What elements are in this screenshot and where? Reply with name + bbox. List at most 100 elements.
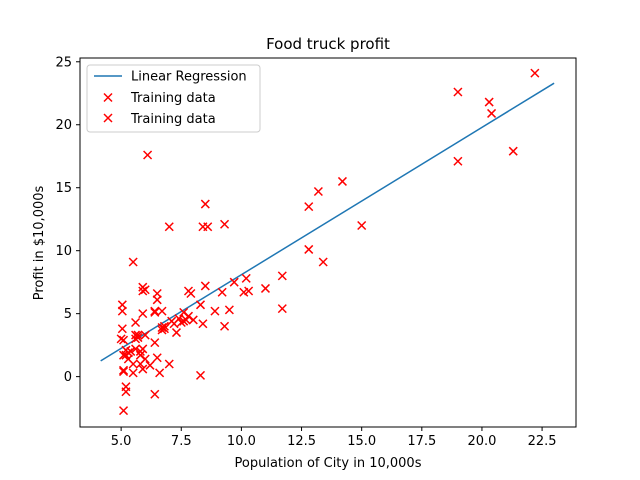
- training-data-point: [203, 222, 213, 232]
- y-tick-label: 10: [55, 244, 72, 259]
- training-data-point: [200, 281, 210, 291]
- training-data-point: [164, 222, 174, 232]
- training-data-point: [260, 283, 270, 293]
- training-data-point: [140, 285, 150, 295]
- training-data-point: [128, 257, 138, 267]
- x-tick-label: 22.5: [528, 434, 557, 449]
- training-data-point: [313, 186, 323, 197]
- training-data-point: [229, 277, 239, 287]
- training-data-point: [119, 406, 129, 416]
- training-data-point: [128, 368, 138, 378]
- x-tick-label: 10.0: [227, 434, 256, 449]
- legend-marker-training-data-2: [103, 113, 113, 123]
- training-data-point: [135, 350, 145, 360]
- training-data-point: [138, 286, 148, 296]
- training-data-point: [304, 202, 314, 212]
- y-tick-label: 15: [55, 181, 72, 196]
- y-tick-label: 25: [55, 55, 72, 70]
- legend-label-training-data-2: Training data: [130, 112, 216, 127]
- training-data-point: [530, 68, 540, 78]
- training-data-point: [164, 359, 174, 369]
- training-data-point: [152, 295, 162, 305]
- training-data-point: [126, 346, 136, 356]
- training-data-point: [133, 333, 143, 343]
- training-data-point: [150, 338, 160, 348]
- x-tick-label: 7.5: [171, 434, 192, 449]
- training-data-point: [277, 271, 287, 281]
- axes-frame: [79, 57, 577, 428]
- training-data-point: [157, 322, 167, 333]
- training-data-point: [117, 306, 127, 316]
- x-axis-ticks: 5.0 7.5 10.0 12.5 15.0 17.5 20.0 22.5: [111, 427, 557, 449]
- x-tick-label: 17.5: [407, 434, 436, 449]
- training-data-point: [131, 317, 141, 328]
- training-data-point: [119, 335, 129, 345]
- training-data-point: [157, 306, 167, 316]
- training-data-point: [487, 108, 497, 118]
- training-data-point: [152, 353, 162, 363]
- training-data-point: [220, 219, 230, 229]
- training-data-point: [159, 324, 169, 334]
- training-data-point: [183, 311, 194, 321]
- chart-title: Food truck profit: [266, 35, 390, 53]
- regression-line-layer: [100, 82, 555, 362]
- training-data-point: [195, 300, 206, 310]
- training-data-point: [318, 257, 328, 267]
- x-tick-label: 12.5: [287, 434, 316, 449]
- training-data-point: [135, 359, 145, 369]
- training-data-point: [150, 389, 160, 399]
- legend-marker-training-data-1: [103, 92, 113, 103]
- training-data-point: [119, 365, 129, 375]
- training-data-point: [128, 359, 138, 369]
- training-data-point: [174, 314, 184, 324]
- training-data-point: [198, 319, 208, 329]
- training-data-point: [131, 344, 141, 354]
- training-data-point: [217, 287, 227, 297]
- training-data-point: [119, 367, 129, 377]
- x-tick-label: 5.0: [111, 434, 132, 449]
- x-axis-label: Population of City in 10,000s: [235, 456, 422, 471]
- training-data-point: [277, 304, 287, 314]
- x-tick-label: 15.0: [347, 434, 376, 449]
- training-data-point: [210, 306, 220, 316]
- training-data-point: [244, 286, 254, 296]
- training-data-point: [220, 321, 230, 331]
- training-data-point: [138, 309, 148, 319]
- training-data-point: [508, 146, 518, 156]
- training-data-point: [150, 307, 160, 317]
- training-data-point: [131, 334, 141, 344]
- training-data-point: [159, 321, 169, 331]
- training-data-point: [241, 273, 251, 283]
- training-data-point: [195, 370, 206, 380]
- training-data-point: [186, 288, 196, 299]
- regression-line: [100, 82, 555, 362]
- training-data-point: [171, 328, 181, 338]
- training-data-point: [138, 344, 148, 354]
- training-data-point: [138, 364, 148, 374]
- legend-label-linear-regression: Linear Regression: [131, 70, 247, 85]
- y-tick-label: 0: [64, 370, 72, 385]
- legend: Linear Regression Training data Training…: [86, 64, 261, 133]
- training-data-point: [484, 97, 494, 107]
- training-data-point: [140, 330, 150, 340]
- training-data-point: [453, 156, 463, 166]
- training-data-point: [337, 176, 347, 186]
- y-tick-label: 5: [64, 307, 72, 322]
- training-data-point: [117, 324, 127, 334]
- training-data-point: [224, 305, 234, 315]
- plot-area: [100, 68, 555, 416]
- training-data-point: [453, 87, 463, 97]
- training-data-point: [155, 368, 165, 378]
- legend-label-training-data-1: Training data: [130, 91, 216, 106]
- training-data-point: [145, 360, 155, 370]
- y-tick-label: 20: [55, 118, 72, 133]
- training-data-point: [121, 387, 131, 397]
- training-data-point: [143, 150, 153, 160]
- training-data-point: [150, 306, 160, 316]
- training-points-layer: [116, 68, 540, 416]
- x-tick-label: 20.0: [467, 434, 496, 449]
- training-data-point: [357, 220, 367, 231]
- training-data-point: [200, 199, 210, 209]
- y-axis-ticks: 0 5 10 15 20 25: [55, 55, 80, 385]
